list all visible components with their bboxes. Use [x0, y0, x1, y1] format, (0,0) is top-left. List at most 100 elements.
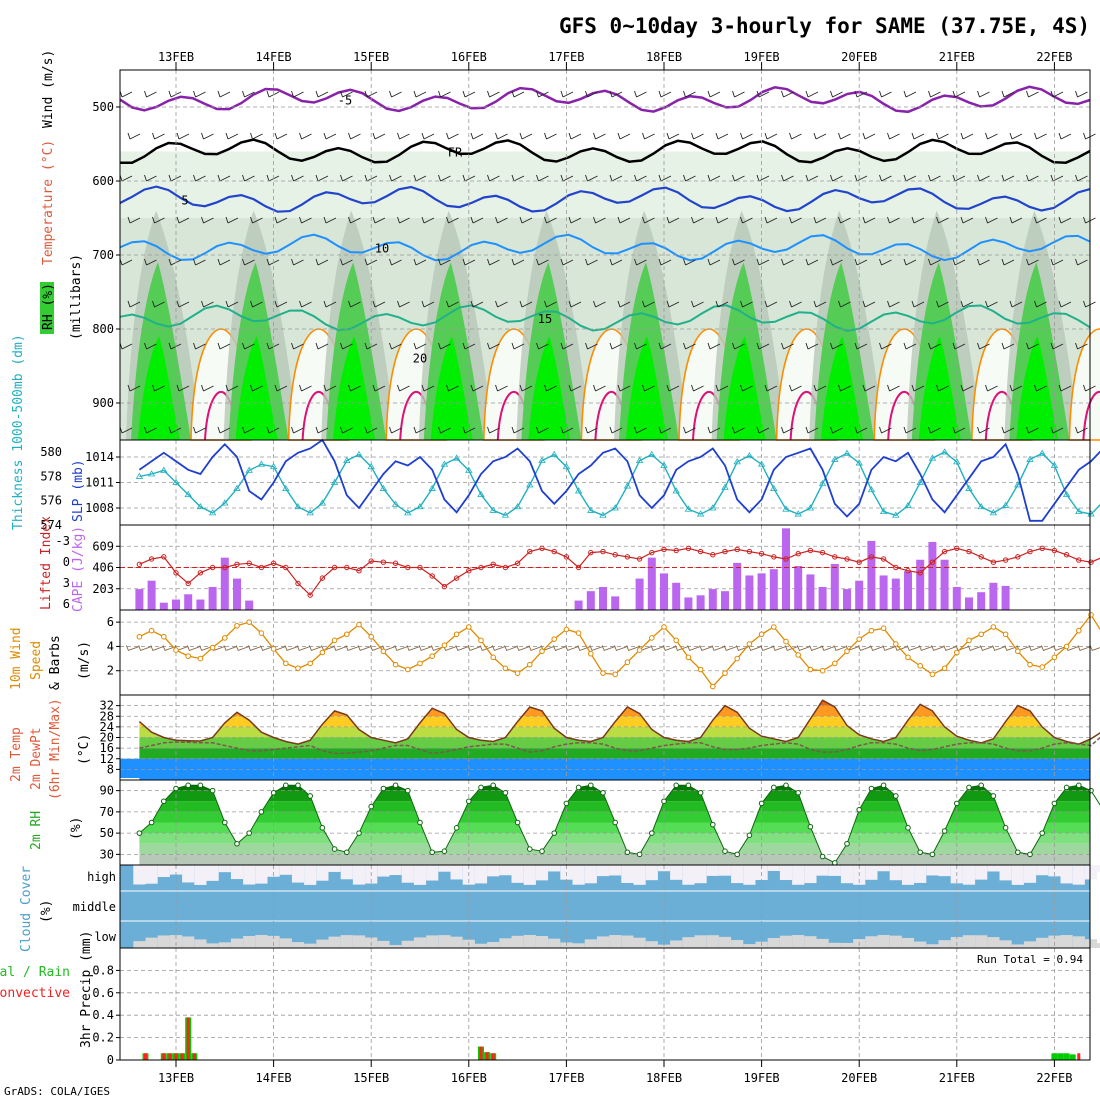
wind-barb — [511, 258, 525, 266]
wind-barb — [601, 645, 616, 652]
lifted-index-marker — [563, 554, 570, 560]
thickness-marker — [806, 504, 815, 511]
rh-marker — [136, 830, 143, 836]
wind-barb — [952, 174, 966, 182]
wind-speed-marker — [746, 641, 753, 647]
wind-barb — [372, 300, 386, 308]
wind-barb — [666, 132, 680, 140]
cape-bar — [672, 582, 681, 610]
wind-speed-marker — [490, 654, 497, 661]
wind-barb — [340, 426, 353, 434]
y-tick-label: 24 — [100, 720, 114, 734]
lifted-index-marker — [392, 560, 399, 566]
wind-barb — [340, 174, 353, 182]
wind-barb — [560, 342, 574, 350]
wind-barb — [862, 300, 876, 308]
upper-panel-labels: RH (%) RH (%) Temperature (°C) Wind (m/s… — [40, 50, 84, 340]
wind-barb — [772, 645, 787, 652]
y-tick-label: 0.2 — [92, 1031, 114, 1045]
wind-barb — [315, 426, 329, 434]
low-cloud-gap — [572, 943, 585, 948]
low-cloud-gap — [731, 940, 744, 948]
lifted-index-marker — [1002, 557, 1009, 563]
rh-marker — [380, 785, 387, 792]
rh-marker — [490, 782, 497, 789]
wind-barb — [593, 300, 606, 308]
thickness-tick-label: 576 — [40, 494, 62, 508]
wind-speed-marker — [429, 653, 436, 659]
thickness-marker — [867, 486, 876, 493]
lifted-index-marker — [161, 554, 167, 560]
lifted-index-marker — [783, 556, 789, 562]
lifted-index-marker — [856, 559, 862, 565]
wind-barb — [152, 384, 165, 392]
thickness-marker — [648, 450, 656, 457]
wind-barb — [756, 258, 770, 266]
wind-barb — [1058, 216, 1072, 224]
wind-barb — [536, 90, 549, 98]
cape-bar — [635, 578, 644, 610]
lifted-index-label: Lifted Index — [39, 516, 54, 610]
cape-bar — [989, 582, 998, 610]
low-cloud-gap — [584, 939, 597, 948]
wind-barb — [201, 384, 214, 392]
wind-barb — [242, 174, 255, 182]
thickness-marker — [745, 452, 754, 459]
wind-speed-marker — [819, 667, 826, 674]
minmax-label: (6hr Min/Max) — [48, 698, 63, 800]
cape-panel-labels: Lifted Index CAPE (J/kg) — [39, 516, 86, 612]
wind-barb — [470, 216, 484, 224]
low-cloud-gap — [694, 935, 707, 948]
thickness-marker — [1026, 455, 1034, 462]
wind-barb — [455, 645, 469, 652]
lifted-index-marker — [283, 564, 289, 571]
lifted-index-marker — [222, 564, 228, 571]
wind-speed-marker — [673, 637, 680, 644]
wind-barb — [952, 342, 966, 350]
speed-label: Speed — [29, 641, 44, 680]
wind-speed-marker — [966, 637, 972, 644]
low-cloud-gap — [682, 937, 695, 948]
wind-barb — [764, 300, 778, 308]
wind-barb — [487, 90, 500, 98]
wind-barb — [217, 90, 231, 98]
wind-barb — [144, 174, 157, 182]
low-cloud-gap — [865, 936, 878, 948]
wind-speed-marker — [551, 636, 558, 642]
thickness-marker — [684, 505, 693, 512]
wind-barb — [1009, 132, 1023, 140]
lifted-index-marker — [502, 564, 509, 571]
wind-barb — [560, 258, 574, 266]
temp-band — [139, 700, 1090, 706]
wind-barb — [781, 258, 794, 266]
upper-air-cross-section: -5 FR 5 10 15 20 500 600 700 800 900 — [92, 69, 1100, 441]
high-cloud-gap — [816, 865, 829, 876]
wind-barb — [565, 645, 579, 652]
y-tick-label: 500 — [92, 100, 114, 114]
wind-barb — [1001, 426, 1015, 434]
wind-speed-marker — [527, 661, 533, 668]
wind-barb — [462, 258, 476, 266]
high-cloud-gap — [694, 865, 707, 884]
thickness-marker — [782, 505, 790, 512]
thickness-marker — [501, 511, 510, 518]
wind-label: Wind (m/s) — [41, 50, 56, 128]
wind-barb — [658, 258, 672, 266]
warm-core-25C — [1082, 390, 1100, 441]
rh-units-label: (%) — [69, 817, 84, 840]
rh-marker — [575, 784, 582, 791]
cape-label: CAPE (J/kg) — [71, 526, 86, 612]
wind-barb — [568, 300, 582, 308]
wind-barb — [809, 645, 823, 652]
thickness-marker — [831, 455, 839, 462]
y-tick-label: 0 — [107, 1053, 114, 1067]
wind-barb — [462, 174, 476, 182]
thickness-marker — [428, 484, 436, 491]
high-cloud-gap — [474, 865, 488, 884]
cloud-panel-labels: Cloud Cover (%) — [19, 866, 54, 952]
high-cloud-gap — [1036, 865, 1049, 876]
cape-bar — [818, 586, 827, 610]
low-cloud-gap — [1084, 939, 1098, 948]
high-cloud-gap — [1084, 865, 1098, 880]
top-date-label: 22FEB — [1036, 50, 1072, 64]
